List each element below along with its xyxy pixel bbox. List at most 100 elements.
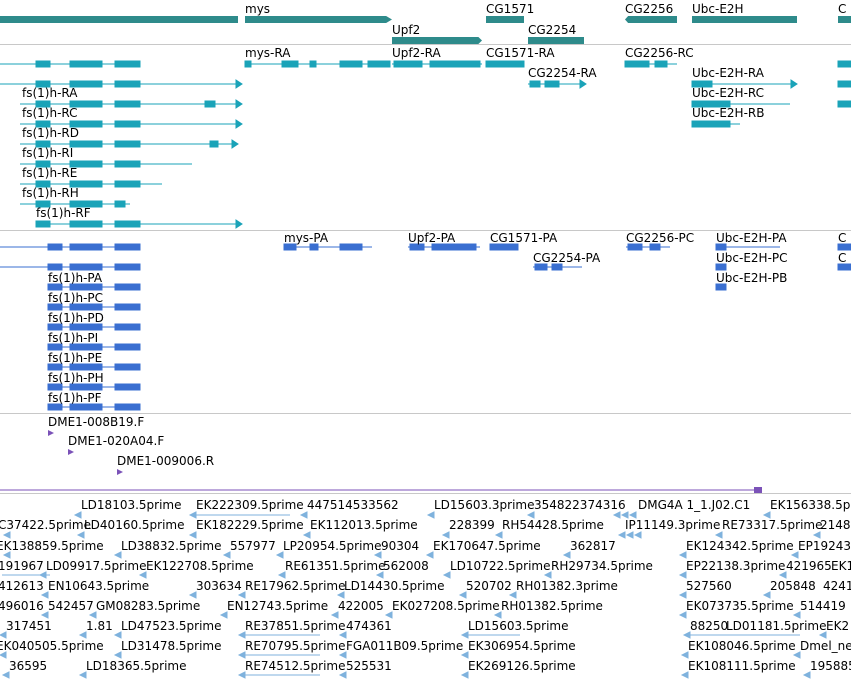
est-label[interactable]: EK124342.5prime: [686, 539, 794, 553]
est-label[interactable]: EK156338.5p: [770, 498, 851, 512]
clone-label[interactable]: DME1-009006.R: [117, 454, 215, 468]
est-label[interactable]: 562008: [383, 559, 429, 573]
gene-label-upf2[interactable]: Upf2: [392, 23, 421, 37]
protein-label[interactable]: fs(1)h-PC: [48, 291, 104, 305]
transcript-label[interactable]: fs(1)h-RA: [22, 86, 78, 100]
transcript-label[interactable]: Upf2-RA: [392, 46, 441, 60]
est-label[interactable]: 525531: [346, 659, 392, 673]
est-label[interactable]: EP22138.3prime: [686, 559, 786, 573]
protein-label[interactable]: fs(1)h-PI: [48, 331, 99, 345]
est-label[interactable]: EK138859.5prime: [0, 539, 104, 553]
transcript-label[interactable]: CG2254-RA: [528, 66, 597, 80]
est-label[interactable]: EK1: [831, 559, 851, 573]
est-label[interactable]: LD10722.5prime: [450, 559, 551, 573]
est-label[interactable]: C37422.5prime: [0, 518, 91, 532]
protein-label[interactable]: fs(1)h-PF: [48, 391, 102, 405]
est-label[interactable]: LD40160.5prime: [84, 518, 185, 532]
clone-label[interactable]: DME1-020A04.F: [68, 434, 165, 448]
est-label[interactable]: EK073735.5prime: [686, 599, 794, 613]
est-label[interactable]: RH01382.5prime: [501, 599, 603, 613]
protein-label[interactable]: fs(1)h-PA: [48, 271, 103, 285]
est-label[interactable]: RE17962.5prime: [245, 579, 346, 593]
protein-label[interactable]: fs(1)h-PD: [48, 311, 104, 325]
est-label[interactable]: LD14430.5prime: [344, 579, 445, 593]
est-label[interactable]: 527560: [686, 579, 732, 593]
gene-bar[interactable]: [528, 37, 584, 44]
transcript-label[interactable]: fs(1)h-RE: [22, 166, 78, 180]
est-label[interactable]: 474361: [346, 619, 392, 633]
est-label[interactable]: 36595: [9, 659, 48, 673]
est-label[interactable]: LD15603.5prime: [468, 619, 569, 633]
protein-label[interactable]: C: [838, 231, 847, 245]
est-label[interactable]: GM08283.5prime: [96, 599, 201, 613]
gene-bar[interactable]: [0, 16, 238, 23]
transcript-label[interactable]: Ubc-E2H-RA: [692, 66, 764, 80]
est-label[interactable]: 362817: [570, 539, 616, 553]
gene-bar[interactable]: [838, 16, 851, 23]
est-label[interactable]: 421965: [786, 559, 832, 573]
est-label[interactable]: 195885: [810, 659, 851, 673]
est-label[interactable]: EP19243: [798, 539, 851, 553]
est-label[interactable]: RH01382.3prime: [516, 579, 618, 593]
transcript-label[interactable]: Ubc-E2H-RB: [692, 106, 765, 120]
est-label[interactable]: IP11149.3prime: [625, 518, 721, 532]
protein-label[interactable]: CG2254-PA: [533, 251, 601, 265]
transcript-label[interactable]: fs(1)h-RD: [22, 126, 79, 140]
est-label[interactable]: RE61351.5prime: [285, 559, 386, 573]
est-label[interactable]: LD18365.5prime: [86, 659, 187, 673]
transcript-label[interactable]: Ubc-E2H-RC: [692, 86, 765, 100]
est-label[interactable]: 496016: [0, 599, 44, 613]
est-label[interactable]: 2148: [820, 518, 851, 532]
protein-label[interactable]: fs(1)h-PH: [48, 371, 104, 385]
gene-label-cg2256[interactable]: CG2256: [625, 2, 674, 16]
protein-label[interactable]: Ubc-E2H-PC: [716, 251, 788, 265]
est-label[interactable]: LD18103.5prime: [81, 498, 182, 512]
est-label[interactable]: EK306954.5prime: [468, 639, 576, 653]
est-label[interactable]: EK027208.5prime: [392, 599, 500, 613]
est-label[interactable]: 205848: [770, 579, 816, 593]
gene-label-cg2254[interactable]: CG2254: [528, 23, 577, 37]
est-label[interactable]: RE74512.5prime: [245, 659, 346, 673]
gene-bar[interactable]: [245, 16, 392, 23]
protein-label[interactable]: Ubc-E2H-PB: [716, 271, 788, 285]
est-label[interactable]: RE70795.5prime: [245, 639, 346, 653]
clone-label[interactable]: DME1-008B19.F: [48, 415, 145, 429]
gene-label-cg1571[interactable]: CG1571: [486, 2, 535, 16]
protein-label[interactable]: mys-PA: [284, 231, 329, 245]
protein-label[interactable]: CG2256-PC: [626, 231, 695, 245]
est-label[interactable]: 542457: [48, 599, 94, 613]
clone-glyphs[interactable]: [0, 413, 851, 493]
est-label[interactable]: EK170647.5prime: [433, 539, 541, 553]
est-label[interactable]: EN10643.5prime: [48, 579, 150, 593]
est-label[interactable]: RH29734.5prime: [551, 559, 653, 573]
est-label[interactable]: LD15603.3prime: [434, 498, 535, 512]
est-glyphs[interactable]: [0, 493, 851, 681]
gene-label-mys[interactable]: mys: [245, 2, 271, 16]
est-label[interactable]: LD47523.5prime: [121, 619, 222, 633]
protein-glyphs[interactable]: [0, 230, 851, 414]
est-label[interactable]: 412613: [0, 579, 44, 593]
est-label[interactable]: Dmel_nel: [800, 639, 851, 653]
transcript-label[interactable]: fs(1)h-RI: [22, 146, 74, 160]
transcript-label[interactable]: mys-RA: [245, 46, 291, 60]
est-label[interactable]: RE37851.5prime: [245, 619, 346, 633]
protein-label[interactable]: Ubc-E2H-PA: [716, 231, 787, 245]
est-label[interactable]: EK108111.5prime: [688, 659, 796, 673]
est-label[interactable]: 514419: [800, 599, 846, 613]
est-label[interactable]: 90304: [381, 539, 420, 553]
est-label[interactable]: EK108046.5prime: [688, 639, 796, 653]
est-label[interactable]: EN12743.5prime: [227, 599, 329, 613]
gene-label-ubc-e2h[interactable]: Ubc-E2H: [692, 2, 744, 16]
est-label[interactable]: RH54428.5prime: [502, 518, 604, 532]
est-label[interactable]: LP20954.5prime: [283, 539, 382, 553]
est-label[interactable]: EK040505.5prime: [0, 639, 104, 653]
est-label[interactable]: 557977: [230, 539, 276, 553]
est-label[interactable]: 354822374316: [534, 498, 626, 512]
gene-bar[interactable]: [486, 16, 524, 23]
est-label[interactable]: DMG4A 1_1.J02.C1: [638, 498, 751, 512]
est-label[interactable]: LD09917.5prime: [46, 559, 147, 573]
est-label[interactable]: 4241: [823, 579, 851, 593]
est-label[interactable]: LD31478.5prime: [121, 639, 222, 653]
gene-bar[interactable]: [692, 16, 797, 23]
est-label[interactable]: EK2: [826, 619, 850, 633]
